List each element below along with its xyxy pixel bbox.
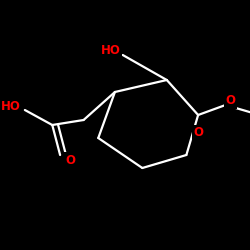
Text: O: O bbox=[226, 94, 235, 108]
Text: O: O bbox=[193, 126, 203, 140]
Text: HO: HO bbox=[1, 100, 21, 112]
Text: HO: HO bbox=[101, 44, 121, 58]
Text: O: O bbox=[65, 154, 75, 166]
